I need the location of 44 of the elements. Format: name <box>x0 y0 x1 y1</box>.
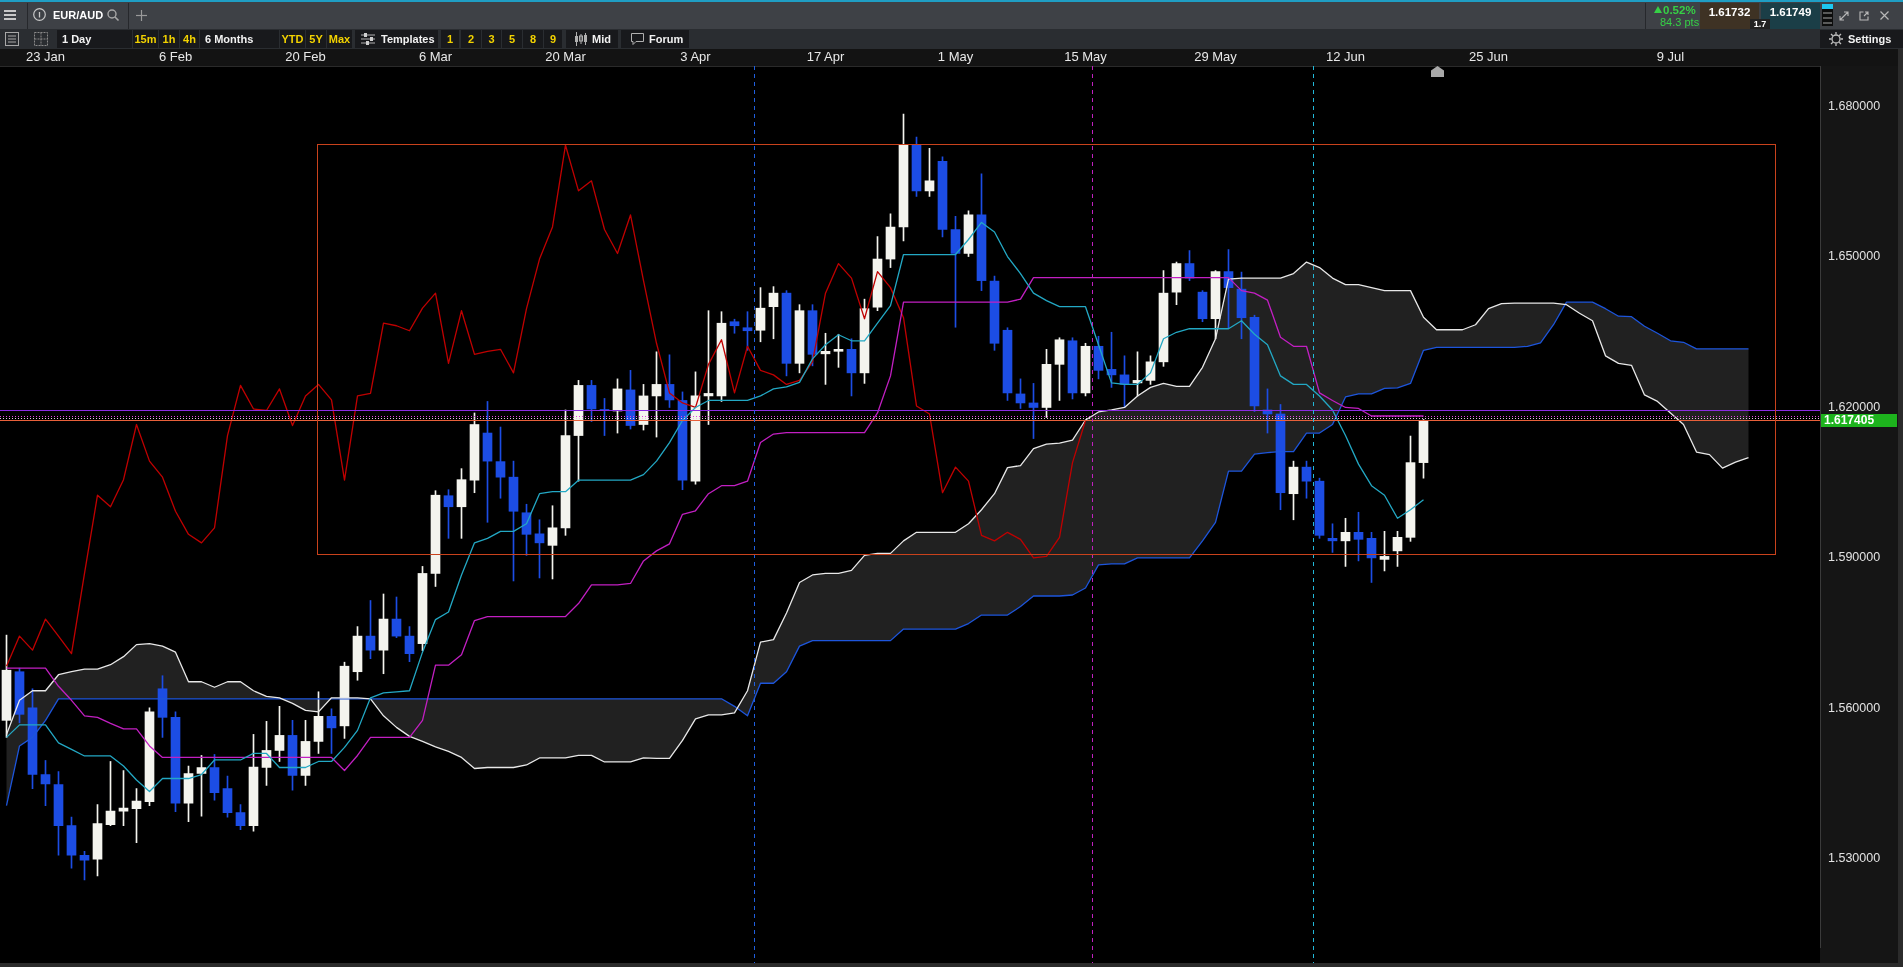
chart-title: EUR/AUD <box>53 8 104 22</box>
x-tick-label: 9 Jul <box>1656 48 1685 64</box>
text: 9 <box>544 30 562 48</box>
text: Templates <box>381 32 435 47</box>
x-tick-label: 6 Mar <box>418 48 453 64</box>
text: 0.52% <box>1663 3 1696 17</box>
text: 5 <box>502 30 522 48</box>
y-tick-label: 1.650000 <box>1828 249 1881 264</box>
y-tick-label: 1.560000 <box>1828 700 1881 715</box>
x-tick-label: 29 May <box>1194 48 1238 64</box>
text: Max <box>327 30 352 48</box>
text: 6 Months <box>205 32 254 47</box>
text: 15m <box>133 30 158 48</box>
x-tick-label: 23 Jan <box>25 48 66 64</box>
text: 84.3 pts <box>1660 16 1700 29</box>
text: 3 <box>482 30 501 48</box>
x-tick-label: 1 May <box>937 48 974 64</box>
x-tick-label: 12 Jun <box>1325 48 1366 64</box>
text: 8 <box>523 30 543 48</box>
x-tick-label: 17 Apr <box>806 48 845 64</box>
text: YTD <box>280 30 305 48</box>
text: 1.61732 <box>1707 5 1752 19</box>
y-tick-label: 1.680000 <box>1828 99 1881 114</box>
text: Mid <box>592 32 611 47</box>
text: 5Y <box>306 30 326 48</box>
text: 1.7 <box>1750 19 1770 29</box>
x-tick-label: 20 Feb <box>285 48 326 64</box>
x-tick-label: 25 Jun <box>1468 48 1509 64</box>
text: 1 <box>441 30 459 48</box>
text: 1.61749 <box>1768 5 1813 19</box>
x-tick-label: 20 Mar <box>545 48 587 64</box>
text: 1h <box>159 30 179 48</box>
ref-line-label: 1.617405 <box>1824 413 1875 428</box>
text: Forum <box>649 32 684 47</box>
text: Settings <box>1848 32 1892 47</box>
y-tick-label: 1.590000 <box>1828 550 1881 565</box>
text: 1 Day <box>62 32 92 47</box>
text: 2 <box>461 30 481 48</box>
y-tick-label: 1.620000 <box>1828 399 1881 414</box>
x-tick-label: 6 Feb <box>158 48 193 64</box>
text: 4h <box>180 30 199 48</box>
y-tick-label: 1.530000 <box>1828 851 1881 866</box>
x-tick-label: 3 Apr <box>680 48 712 64</box>
x-tick-label: 15 May <box>1064 48 1108 64</box>
